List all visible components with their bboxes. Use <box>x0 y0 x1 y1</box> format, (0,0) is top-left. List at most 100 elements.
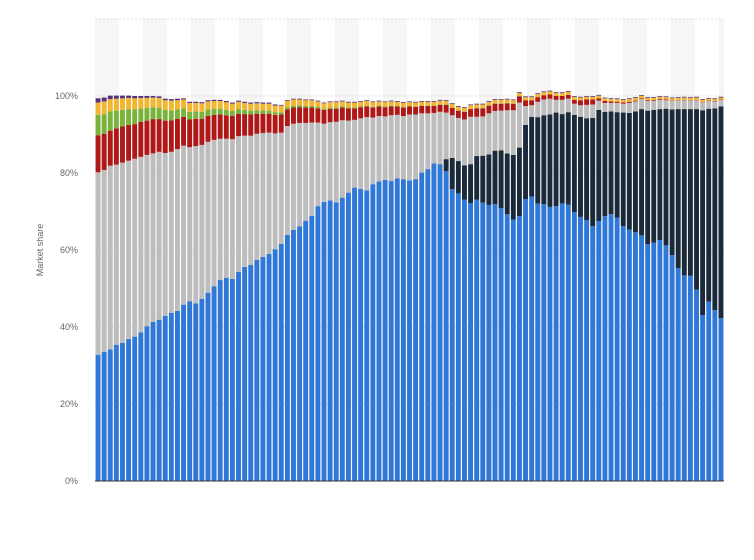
bar-segment <box>639 98 645 100</box>
bar-segment <box>651 242 657 481</box>
bar-segment <box>229 111 235 117</box>
bar-segment <box>504 99 510 103</box>
bar-segment <box>388 181 394 481</box>
bar-segment <box>651 97 657 98</box>
bar-segment <box>559 99 565 115</box>
bar-segment <box>229 278 235 481</box>
bar-segment <box>156 119 162 152</box>
bar-segment <box>455 117 461 162</box>
bar-segment <box>333 202 339 481</box>
bar-segment <box>223 101 229 103</box>
bar-segment <box>553 96 559 100</box>
bar-segment <box>590 96 596 100</box>
bar-segment <box>700 99 706 100</box>
bar-segment <box>315 108 321 123</box>
bar-segment <box>614 102 620 113</box>
bar-segment <box>345 101 351 103</box>
bar-segment <box>584 96 590 97</box>
bar-segment <box>663 99 669 101</box>
bar-segment <box>498 110 504 151</box>
bar-segment <box>236 109 241 114</box>
bar-segment <box>584 96 590 100</box>
bar-segment <box>376 106 382 117</box>
bar-segment <box>413 106 419 115</box>
bar-segment <box>504 103 510 111</box>
bar-segment <box>535 97 541 102</box>
bar-segment <box>138 108 144 122</box>
bar-segment <box>388 100 394 102</box>
bar-segment <box>651 100 657 102</box>
bar-segment <box>547 98 553 115</box>
bar-segment <box>632 101 638 112</box>
bar-segment <box>694 289 699 481</box>
bar-segment <box>669 109 675 256</box>
bar-segment <box>364 105 370 107</box>
bar-segment <box>144 326 150 481</box>
bar-segment <box>529 196 535 482</box>
bar-segment <box>529 97 535 101</box>
bar-segment <box>547 91 553 95</box>
bar-segment <box>113 344 119 481</box>
bar-segment <box>504 110 510 154</box>
bar-segment <box>382 102 388 107</box>
bar-segment <box>138 96 144 98</box>
bar-segment <box>651 109 657 243</box>
bar-segment <box>187 147 193 302</box>
bar-segment <box>254 260 260 481</box>
bar-segment <box>620 112 626 227</box>
bar-segment <box>669 255 675 481</box>
bar-segment <box>553 112 559 207</box>
bar-segment <box>492 111 498 151</box>
bar-segment <box>614 217 620 481</box>
bar-segment <box>486 105 492 114</box>
bar-segment <box>620 226 626 481</box>
bar-segment <box>382 106 388 108</box>
bar-segment <box>217 99 223 102</box>
bar-segment <box>211 139 217 287</box>
bar-segment <box>284 100 290 102</box>
bar-segment <box>492 204 498 481</box>
bar-segment <box>382 101 388 103</box>
bar-segment <box>132 336 138 481</box>
bar-segment <box>309 106 315 108</box>
bar-segment <box>718 97 724 100</box>
bar-segment <box>510 110 516 155</box>
bar-segment <box>486 101 492 106</box>
bar-segment <box>376 181 382 481</box>
bar-segment <box>407 101 412 103</box>
bar-segment <box>327 200 333 481</box>
bar-segment <box>669 101 675 110</box>
y-tick-label: 80% <box>60 168 78 178</box>
bar-segment <box>529 96 535 98</box>
bar-segment <box>205 100 211 102</box>
bar-segment <box>468 203 474 481</box>
bar-segment <box>516 92 522 93</box>
bar-segment <box>339 197 345 481</box>
bar-segment <box>694 96 699 98</box>
bar-segment <box>541 92 547 96</box>
bar-segment <box>150 96 156 98</box>
bar-segment <box>425 169 431 481</box>
bar-segment <box>138 156 144 333</box>
bar-segment <box>394 101 400 102</box>
bar-segment <box>107 95 113 100</box>
bar-segment <box>205 116 211 142</box>
bar-segment <box>144 120 150 155</box>
bar-segment <box>364 190 370 481</box>
bar-segment <box>168 120 174 152</box>
bar-segment <box>578 97 583 101</box>
bar-segment <box>468 105 474 109</box>
bar-segment <box>535 117 541 204</box>
bar-segment <box>712 101 718 109</box>
bar-segment <box>327 107 333 109</box>
bar-segment <box>614 99 620 102</box>
bar-segment <box>474 108 480 117</box>
bar-segment <box>187 119 193 148</box>
bar-segment <box>181 304 187 481</box>
bar-segment <box>291 105 296 108</box>
bar-segment <box>352 108 357 120</box>
bar-segment <box>468 104 474 106</box>
bar-segment <box>596 109 602 222</box>
bar-segment <box>144 107 150 121</box>
bar-segment <box>174 149 180 311</box>
